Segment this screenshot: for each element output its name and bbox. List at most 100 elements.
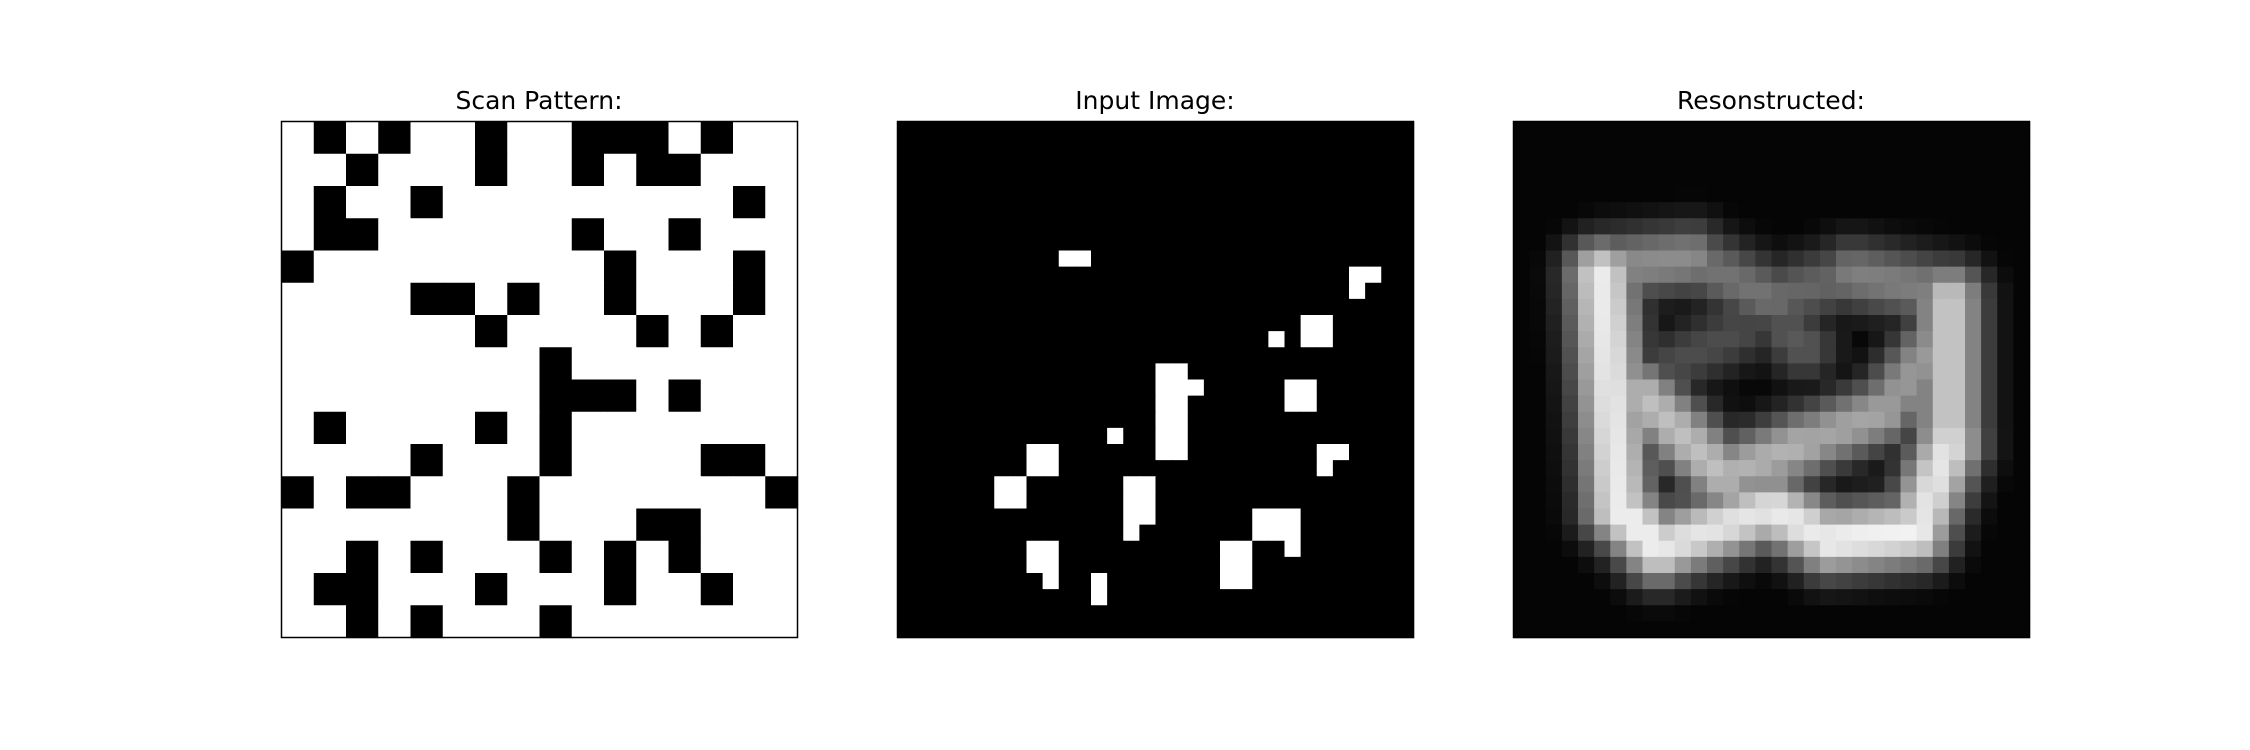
input-image-cell <box>1074 266 1092 284</box>
scan-pattern-cell <box>346 282 379 316</box>
reconstructed-cell <box>1787 153 1805 171</box>
reconstructed-cell <box>1868 331 1885 348</box>
reconstructed-cell <box>1690 137 1708 155</box>
input-image-cell <box>1236 298 1253 316</box>
input-image-cell <box>1349 202 1366 219</box>
input-image-cell <box>1058 153 1076 171</box>
reconstructed-cell <box>1997 186 2014 203</box>
reconstructed-cell <box>1965 492 1982 510</box>
reconstructed-cell <box>1997 379 2014 397</box>
scan-pattern-cell <box>765 121 799 155</box>
reconstructed-cell <box>1739 202 1756 219</box>
input-image-cell <box>1316 218 1334 235</box>
reconstructed-cell <box>1965 524 1982 542</box>
reconstructed-cell <box>1723 169 1740 187</box>
input-image-cell <box>1203 282 1221 300</box>
scan-pattern-cell <box>313 186 347 219</box>
input-image-cell <box>1397 460 1415 477</box>
input-image-cell <box>1010 218 1028 235</box>
input-image-cell <box>1349 540 1366 558</box>
reconstructed-cell <box>1513 556 1531 574</box>
reconstructed-cell <box>1981 589 1998 606</box>
scan-pattern-cell <box>539 347 573 381</box>
reconstructed-cell <box>1803 427 1821 445</box>
reconstructed-cell <box>1819 266 1837 284</box>
input-image-cell <box>1220 621 1237 639</box>
input-image-cell <box>1316 186 1334 203</box>
reconstructed-cell <box>1771 395 1789 413</box>
input-image-cell <box>1123 282 1140 300</box>
input-image-cell <box>1091 218 1108 235</box>
input-image-cell <box>1300 186 1318 203</box>
scan-pattern-cell <box>346 153 379 187</box>
input-image-cell <box>1139 347 1157 364</box>
input-image-cell <box>1026 395 1044 413</box>
input-image-cell <box>1252 411 1269 429</box>
input-image-cell <box>1203 556 1221 574</box>
reconstructed-cell <box>1803 395 1821 413</box>
reconstructed-cell <box>1610 524 1627 542</box>
input-image-cell <box>1236 444 1253 461</box>
input-image-cell <box>1107 186 1124 203</box>
input-image-cell <box>962 411 979 429</box>
scan-pattern-cell <box>539 411 573 445</box>
reconstructed-cell <box>1594 605 1611 622</box>
reconstructed-cell <box>1594 250 1611 268</box>
input-image-cell <box>1252 524 1269 542</box>
input-image-cell <box>1268 347 1286 364</box>
input-image-cell <box>1300 605 1318 622</box>
input-image-cell <box>978 395 995 413</box>
input-image-cell <box>1187 153 1205 171</box>
input-image-cell <box>1091 508 1108 526</box>
reconstructed-cell <box>1787 556 1805 574</box>
reconstructed-cell <box>1900 524 1918 542</box>
input-image-cell <box>1026 444 1044 461</box>
reconstructed-cell <box>1965 460 1982 477</box>
input-image-cell <box>1252 218 1269 235</box>
reconstructed-cell <box>1868 444 1885 461</box>
input-image-cell <box>1107 347 1124 364</box>
input-image-cell <box>1397 524 1415 542</box>
reconstructed-cell <box>1561 186 1579 203</box>
input-image-cell <box>1316 250 1334 268</box>
reconstructed-cell <box>1739 186 1756 203</box>
input-image-cell <box>1236 347 1253 364</box>
input-image-cell <box>1123 347 1140 364</box>
input-image-cell <box>1203 153 1221 171</box>
reconstructed-cell <box>1513 427 1531 445</box>
reconstructed-cell <box>1803 186 1821 203</box>
input-image-cell <box>1074 411 1092 429</box>
reconstructed-cell <box>1900 218 1918 235</box>
input-image-cell <box>1091 460 1108 477</box>
reconstructed-cell <box>1836 427 1853 445</box>
reconstructed-cell <box>1626 202 1644 219</box>
input-image-cell <box>1074 508 1092 526</box>
reconstructed-cell <box>1690 605 1708 622</box>
input-image-cell <box>913 250 931 268</box>
input-image-cell <box>1316 556 1334 574</box>
scan-pattern-cell <box>378 411 412 445</box>
reconstructed-cell <box>1852 621 1869 639</box>
reconstructed-cell <box>1594 444 1611 461</box>
reconstructed-cell <box>1900 347 1918 364</box>
input-image-cell <box>1316 137 1334 155</box>
reconstructed-cell <box>2013 347 2031 364</box>
reconstructed-title: Resonstructed: <box>1677 86 1865 115</box>
reconstructed-cell <box>1997 621 2014 639</box>
reconstructed-cell <box>1561 379 1579 397</box>
input-image-cell <box>897 347 915 364</box>
reconstructed-cell <box>1529 524 1547 542</box>
reconstructed-cell <box>1642 347 1660 364</box>
input-image-cell <box>962 331 979 348</box>
reconstructed-cell <box>1932 169 1950 187</box>
reconstructed-cell <box>1723 250 1740 268</box>
input-image-cell <box>1155 121 1173 139</box>
reconstructed-cell <box>1723 363 1740 381</box>
reconstructed-cell <box>1707 411 1724 429</box>
reconstructed-cell <box>1819 169 1837 187</box>
input-image-cell <box>1381 621 1398 639</box>
input-image-cell <box>1026 411 1044 429</box>
reconstructed-cell <box>1997 202 2014 219</box>
input-image-cell <box>929 460 947 477</box>
input-image-cell <box>1349 427 1366 445</box>
